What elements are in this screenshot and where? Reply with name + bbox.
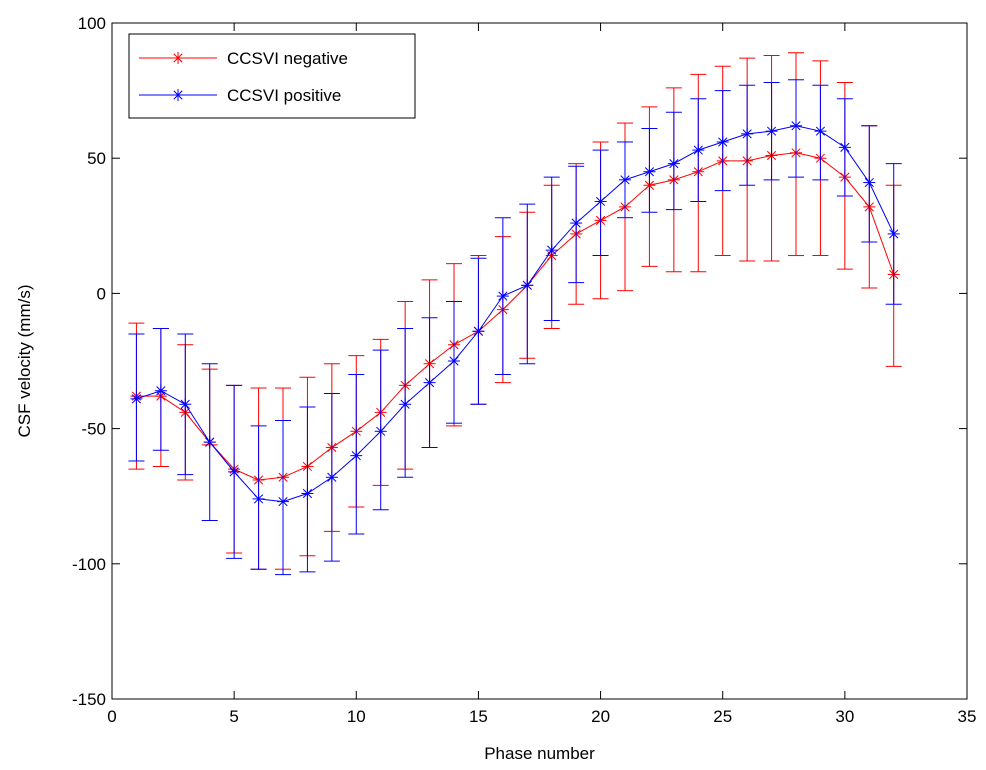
legend-item: CCSVI negative — [139, 49, 348, 68]
data-point — [277, 495, 289, 508]
marker-stroke — [180, 399, 190, 409]
marker-stroke — [547, 245, 557, 255]
legend: CCSVI negative CCSVI positive — [128, 33, 416, 119]
marker-stroke — [693, 145, 703, 155]
data-point — [814, 125, 827, 138]
x-tick-label: 25 — [713, 707, 732, 726]
data-point — [496, 290, 509, 303]
marker-stroke — [522, 280, 532, 290]
x-tick-label: 5 — [229, 707, 238, 726]
marker-stroke — [327, 472, 337, 482]
data-point — [203, 436, 216, 449]
data-point — [570, 217, 583, 230]
axes: 0 5 10 15 20 25 30 35 -150 -100 -50 0 50 100 — [72, 14, 976, 726]
x-tick-label: 20 — [591, 707, 610, 726]
marker-stroke — [669, 159, 679, 169]
data-point — [741, 127, 754, 140]
data-point — [350, 449, 363, 462]
y-tick-label: -150 — [72, 690, 106, 709]
data-point — [252, 492, 265, 505]
marker-stroke — [791, 121, 801, 131]
y-axis-label: CSF velocity (mm/s) — [15, 285, 34, 438]
marker-stroke — [473, 326, 484, 336]
data-point — [399, 398, 412, 411]
marker-stroke — [595, 196, 606, 207]
data-point — [667, 157, 680, 170]
data-point — [692, 144, 705, 157]
legend-box — [128, 33, 416, 119]
data-point — [863, 176, 876, 189]
x-tick-label: 10 — [347, 707, 366, 726]
data-point — [619, 173, 631, 186]
y-tick-label: -100 — [72, 555, 106, 574]
data-point — [423, 376, 436, 389]
y-tick-label: 50 — [87, 149, 106, 168]
data-point — [228, 465, 241, 478]
data-point — [545, 244, 558, 257]
marker-stroke — [278, 497, 288, 507]
series-2 — [128, 79, 902, 576]
y-tick-label: 100 — [78, 14, 106, 33]
y-tick-label: 0 — [97, 284, 106, 303]
marker-stroke — [571, 218, 581, 228]
y-tick-label: -50 — [81, 420, 106, 439]
marker-stroke — [131, 394, 142, 404]
marker-stroke — [815, 126, 826, 136]
data-point — [374, 425, 387, 438]
marker-stroke — [424, 378, 435, 388]
x-tick-label: 0 — [107, 707, 116, 726]
marker-stroke — [742, 129, 752, 139]
x-axis-label: Phase number — [484, 744, 595, 763]
marker-stroke — [173, 53, 183, 63]
x-tick-label: 35 — [958, 707, 977, 726]
legend-item: CCSVI positive — [139, 86, 341, 105]
data-point — [172, 52, 184, 64]
data-point — [594, 195, 607, 208]
data-point — [716, 135, 729, 148]
data-point — [325, 471, 338, 484]
x-tick-label: 30 — [835, 707, 854, 726]
marker-stroke — [205, 437, 215, 447]
marker-stroke — [351, 451, 361, 461]
data-point — [521, 279, 534, 292]
data-point — [472, 325, 485, 338]
data-point — [765, 125, 778, 138]
marker-stroke — [864, 177, 874, 188]
marker-stroke — [173, 90, 183, 100]
data-point — [887, 227, 900, 240]
marker-stroke — [376, 426, 386, 436]
marker-stroke — [644, 167, 655, 177]
marker-stroke — [718, 137, 728, 147]
data-point — [301, 487, 314, 500]
data-point — [172, 89, 184, 101]
marker-stroke — [400, 399, 410, 409]
x-tick-label: 15 — [469, 707, 488, 726]
marker-stroke — [156, 386, 166, 396]
data-point — [154, 384, 167, 397]
marker-stroke — [889, 229, 899, 239]
plot-frame — [111, 22, 968, 700]
marker-stroke — [840, 142, 850, 152]
data-point — [643, 165, 656, 178]
data-point — [179, 398, 192, 411]
marker-stroke — [253, 494, 264, 504]
marker-stroke — [302, 488, 313, 499]
marker-stroke — [229, 467, 239, 477]
data-point — [790, 119, 802, 132]
data-point — [130, 392, 143, 405]
series-layer — [128, 52, 902, 576]
marker-stroke — [449, 356, 459, 366]
data-point — [448, 355, 460, 367]
legend-label: CCSVI negative — [227, 49, 348, 68]
marker-stroke — [766, 126, 777, 136]
legend-label: CCSVI positive — [227, 86, 341, 105]
marker-stroke — [620, 175, 630, 185]
data-point — [838, 141, 851, 154]
marker-stroke — [498, 291, 508, 301]
